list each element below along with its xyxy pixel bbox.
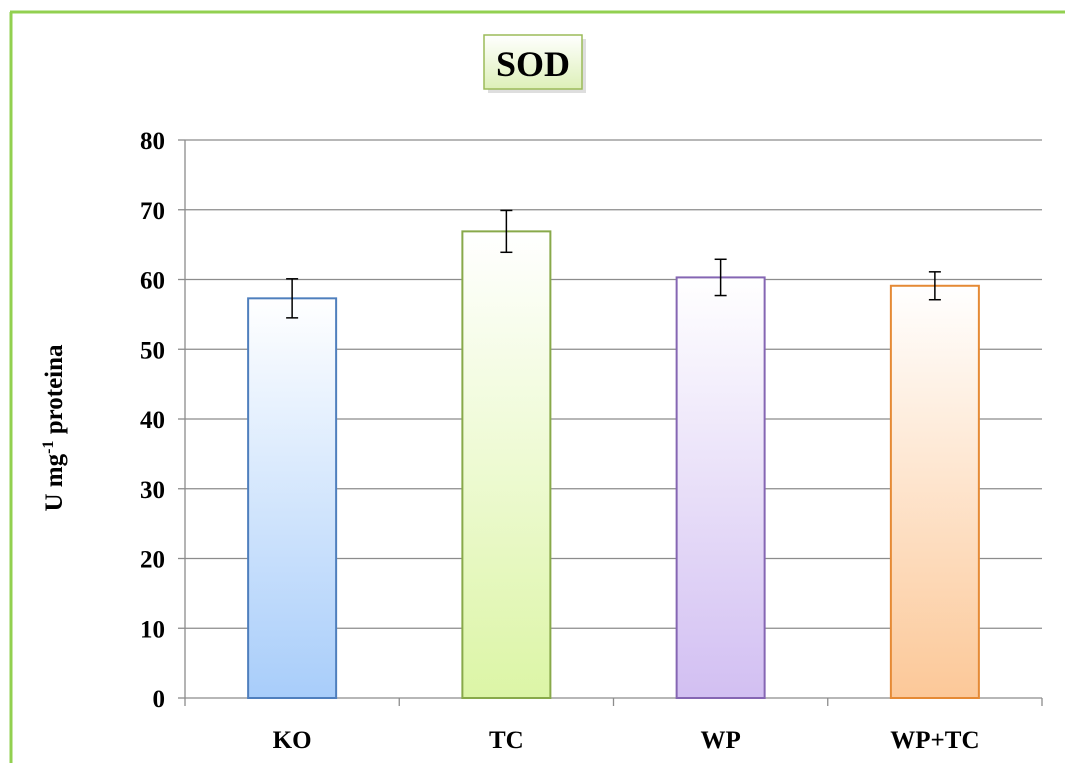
- chart-title-box: SOD: [483, 34, 586, 93]
- bar-wp: [675, 276, 766, 699]
- y-tick-label: 20: [140, 547, 165, 574]
- y-tick-label: 0: [153, 686, 166, 713]
- chart-title: SOD: [496, 44, 570, 84]
- y-tick-label: 50: [140, 337, 165, 364]
- error-bar-ko: [286, 278, 299, 319]
- error-bar-wp-tc: [928, 271, 941, 301]
- bar-ko: [247, 297, 338, 699]
- y-axis-title: U mg-1 proteina: [40, 344, 68, 512]
- bar-wp-tc: [889, 284, 980, 699]
- y-tick-label: 30: [140, 477, 165, 504]
- bar-tc: [461, 230, 552, 699]
- y-tick-label: 80: [140, 128, 165, 155]
- x-category-label: TC: [489, 727, 524, 754]
- y-tick-label: 10: [140, 616, 165, 643]
- bars: [247, 230, 980, 699]
- x-category-label: KO: [273, 727, 312, 754]
- error-bar-wp: [714, 258, 727, 297]
- error-bars: [286, 209, 941, 319]
- y-tick-label: 70: [140, 198, 165, 225]
- error-bar-tc: [500, 209, 513, 254]
- y-tick-label: 40: [140, 407, 165, 434]
- x-category-labels: KO TC WP WP+TC: [273, 727, 980, 754]
- y-tick-labels: 0 10 20 30 40 50 60 70 80: [140, 128, 165, 713]
- y-tick-label: 60: [140, 268, 165, 295]
- x-category-label: WP+TC: [890, 727, 979, 754]
- x-category-label: WP: [700, 727, 740, 754]
